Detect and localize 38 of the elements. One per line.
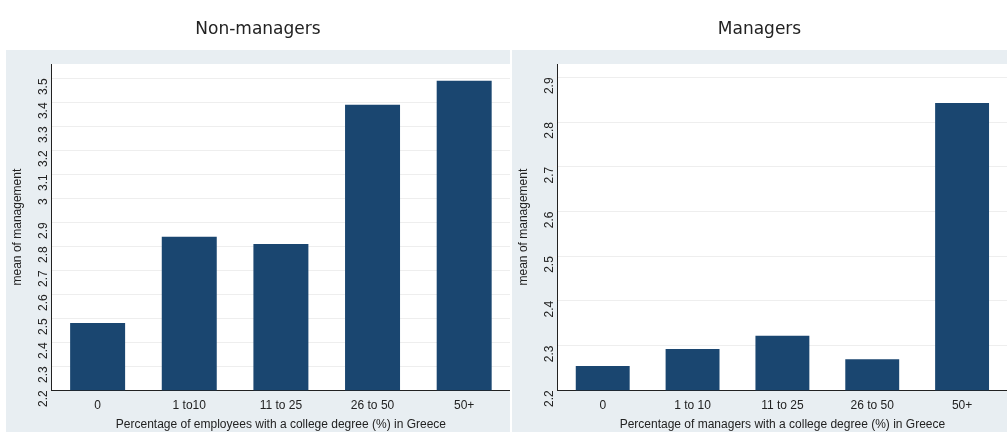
chart-title: Managers	[716, 17, 803, 40]
y-tick-label: 2.3	[542, 345, 557, 363]
y-tick-label: 2.4	[542, 300, 557, 318]
y-tick-label: 2.4	[36, 341, 51, 359]
y-tick-label: 2.5	[542, 255, 557, 273]
x-tick-label: 50+	[454, 397, 475, 412]
y-tick-label: 3	[36, 198, 51, 206]
y-tick-label: 2.3	[36, 365, 51, 383]
y-tick-label: 3.3	[36, 126, 51, 144]
x-tick-label: 1 to10	[172, 397, 207, 412]
y-axis-title: mean of management	[9, 168, 24, 286]
y-tick-label: 2.6	[542, 211, 557, 229]
y-tick-label: 2.9	[542, 77, 557, 95]
y-tick-label: 3.4	[36, 102, 51, 120]
y-tick-label: 3.2	[36, 150, 51, 168]
y-tick-label: 2.7	[542, 166, 557, 184]
x-axis-title: Percentage of managers with a college degree (%) in Greece	[619, 417, 946, 432]
y-tick-label: 2.8	[542, 121, 557, 139]
y-tick-label: 3.1	[36, 174, 51, 192]
y-tick-label: 2.2	[36, 389, 51, 407]
x-tick-label: 11 to 25	[761, 397, 804, 412]
y-tick-label: 3.5	[36, 78, 51, 96]
y-tick-label: 2.8	[36, 245, 51, 263]
x-axis-title: Percentage of employees with a college degree (%) in Greece	[115, 417, 447, 432]
y-tick-label: 2.2	[542, 389, 557, 407]
x-tick-label: 0	[94, 397, 102, 412]
x-tick-label: 26 to 50	[850, 397, 895, 412]
x-tick-label: 26 to 50	[350, 397, 395, 412]
x-tick-label: 11 to 25	[259, 397, 303, 412]
y-tick-label: 2.9	[36, 221, 51, 239]
y-tick-label: 2.6	[36, 293, 51, 311]
y-axis-title: mean of management	[515, 168, 530, 286]
y-tick-label: 2.7	[36, 269, 51, 287]
x-tick-label: 0	[599, 397, 607, 412]
chart-title: Non-managers	[194, 17, 322, 40]
x-tick-label: 50+	[951, 397, 973, 412]
y-tick-label: 2.5	[36, 317, 51, 335]
x-tick-label: 1 to 10	[674, 397, 712, 412]
